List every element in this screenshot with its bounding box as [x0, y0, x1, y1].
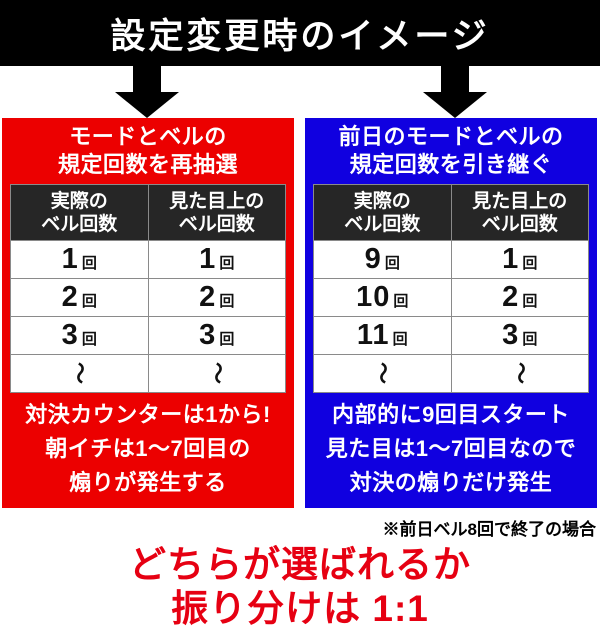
- arrow-row: [0, 66, 600, 118]
- column-header-apparent: 見た目上の ベル回数: [450, 184, 589, 241]
- footnote: ※前日ベル8回で終了の場合: [382, 520, 596, 539]
- tilde-symbol: 〜: [204, 361, 230, 385]
- down-arrow-icon: [423, 66, 487, 118]
- table-row-ellipsis: 〜 〜: [313, 354, 589, 393]
- panel-carryover: 前日のモードとベルの 規定回数を引き継ぐ 実際の ベル回数 見た目上の ベル回数…: [305, 118, 597, 508]
- tilde-symbol: 〜: [507, 361, 533, 385]
- title-banner: 設定変更時のイメージ: [0, 0, 600, 66]
- column-header-actual: 実際の ベル回数: [313, 184, 452, 241]
- down-arrow-icon: [115, 66, 179, 118]
- panel-redraw-note: 対決カウンターは1から! 朝イチは1〜7回目の 煽りが発生する: [25, 402, 271, 495]
- table-row-ellipsis: 〜 〜: [10, 354, 286, 393]
- panel-carryover-title: 前日のモードとベルの 規定回数を引き継ぐ: [338, 124, 564, 177]
- panel-carryover-note: 内部的に9回目スタート 見た目は1〜7回目なので 対決の煽りだけ発生: [325, 402, 577, 495]
- tilde-symbol: 〜: [370, 361, 396, 385]
- tilde-symbol: 〜: [67, 361, 93, 385]
- column-header-actual: 実際の ベル回数: [10, 184, 149, 241]
- panel-redraw-title: モードとベルの 規定回数を再抽選: [57, 124, 238, 177]
- column-header-apparent: 見た目上の ベル回数: [147, 184, 286, 241]
- page-title: 設定変更時のイメージ: [110, 16, 490, 56]
- conclusion-text: どちらが選ばれるか 振り分けは 1:1: [129, 544, 471, 629]
